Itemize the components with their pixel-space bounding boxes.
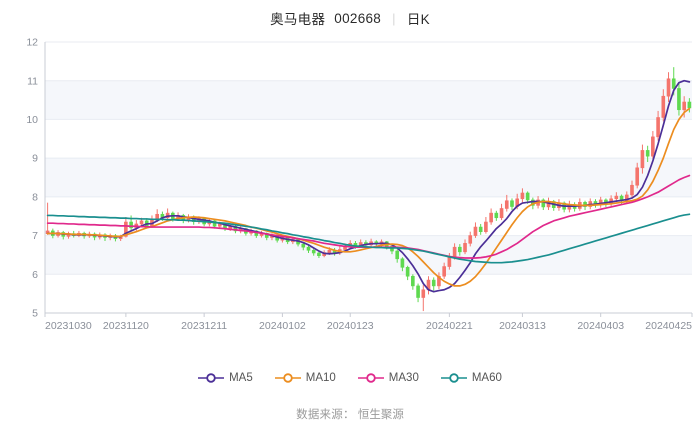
candle-body	[489, 212, 493, 223]
candle-body	[494, 212, 499, 219]
candle-body	[317, 252, 321, 257]
y-tick-label: 9	[32, 153, 38, 165]
candle-body	[630, 184, 634, 196]
y-axis-tick-labels: 5 6 7 8 9 10 11 12	[26, 37, 38, 320]
legend-label: MA30	[388, 372, 419, 384]
chart-legend: MA5 MA10 MA30 MA60	[0, 372, 700, 384]
candle-body	[484, 221, 488, 232]
x-tick-label: 20240403	[577, 320, 624, 332]
candle-body	[411, 275, 415, 287]
x-axis-tick-labels: 20231030 20231120 20231211 20240102 20240123…	[45, 320, 692, 332]
candle-body	[327, 249, 332, 253]
candle-body	[614, 195, 619, 200]
legend-marker-ma10	[274, 373, 301, 383]
candle-body	[421, 289, 426, 298]
data-source-footer: 数据来源： 恒生聚源	[0, 406, 700, 422]
candle-body	[651, 136, 655, 157]
candle-body	[478, 226, 483, 233]
candle-body	[635, 167, 640, 186]
candle-body	[473, 226, 478, 236]
x-tick-label: 20240313	[499, 320, 546, 332]
legend-item-ma5[interactable]: MA5	[198, 372, 253, 384]
x-tick-label: 20240221	[426, 320, 473, 332]
candle-body	[510, 200, 514, 207]
candle-body	[499, 208, 504, 219]
legend-marker-ma30	[357, 373, 384, 383]
x-tick-label: 20240123	[327, 320, 374, 332]
background-band	[45, 235, 692, 275]
legend-item-ma60[interactable]: MA60	[440, 372, 502, 384]
legend-marker-ma5	[198, 373, 225, 383]
candle-body	[468, 235, 473, 244]
candle-body	[139, 220, 144, 225]
candle-body	[447, 256, 452, 267]
y-tick-label: 10	[26, 114, 38, 126]
stock-name: 奥马电器	[270, 12, 326, 27]
header-divider: |	[392, 10, 396, 26]
chart-header: 奥马电器 002668 | 日K	[0, 8, 700, 28]
y-tick-label: 5	[32, 308, 38, 320]
background-band	[45, 158, 692, 197]
candle-body	[212, 220, 217, 227]
candle-body	[640, 150, 645, 169]
moving-average-lines	[46, 79, 691, 293]
candle-body	[463, 243, 467, 253]
legend-label: MA10	[305, 372, 336, 384]
candle-body	[687, 101, 692, 109]
chart-period-label: 日K	[406, 12, 430, 27]
x-tick-label: 20240425	[645, 320, 692, 332]
candle-body	[452, 246, 457, 258]
candle-body	[129, 221, 133, 229]
x-tick-label: 20231030	[45, 320, 92, 332]
x-tick-label: 20231120	[103, 320, 149, 332]
legend-label: MA60	[471, 372, 502, 384]
background-band	[45, 80, 692, 120]
candle-body	[661, 95, 666, 118]
candle-body	[677, 88, 681, 111]
candle-body	[666, 78, 671, 97]
ma-line-ma60	[46, 213, 691, 264]
x-tick-label: 20240102	[259, 320, 306, 332]
candlestick-chart[interactable]: 5 6 7 8 9 10 11 12 20231030 20231120 20231211 2024…	[0, 30, 700, 350]
source-value: 恒生聚源	[357, 409, 404, 421]
legend-item-ma30[interactable]: MA30	[357, 372, 419, 384]
candle-body	[656, 117, 660, 138]
stock-code: 002668	[334, 10, 382, 26]
candle-body	[405, 267, 410, 277]
chart-axes	[44, 42, 693, 317]
candle-body	[311, 249, 316, 254]
candle-body	[395, 250, 400, 260]
chart-svg[interactable]: 5 6 7 8 9 10 11 12 20231030 20231120 20231211 2024…	[0, 30, 700, 350]
candle-body	[645, 150, 650, 157]
y-tick-label: 6	[32, 269, 38, 281]
candle-body	[431, 279, 436, 287]
candle-body	[437, 275, 441, 287]
candle-body	[682, 101, 686, 111]
candle-body	[457, 246, 462, 253]
candle-body	[671, 78, 676, 89]
chart-background-bands	[45, 80, 692, 275]
ma-line-ma10	[46, 107, 691, 287]
x-tick-label: 20231211	[181, 320, 227, 332]
candle-body	[504, 200, 509, 209]
source-label: 数据来源：	[296, 409, 355, 421]
candle-body	[306, 246, 311, 251]
candle-body	[525, 192, 530, 201]
candle-body	[124, 221, 128, 237]
candle-body	[400, 258, 405, 268]
candle-body	[442, 266, 446, 277]
y-tick-label: 11	[27, 75, 38, 87]
y-tick-label: 7	[32, 230, 38, 242]
legend-item-ma10[interactable]: MA10	[274, 372, 336, 384]
candle-body	[301, 243, 306, 248]
candle-body	[541, 199, 546, 208]
y-tick-label: 8	[32, 191, 38, 203]
legend-label: MA5	[229, 372, 253, 384]
candle-body	[416, 285, 420, 298]
y-tick-label: 12	[26, 37, 38, 49]
candle-body	[520, 192, 525, 200]
legend-marker-ma60	[440, 373, 467, 383]
